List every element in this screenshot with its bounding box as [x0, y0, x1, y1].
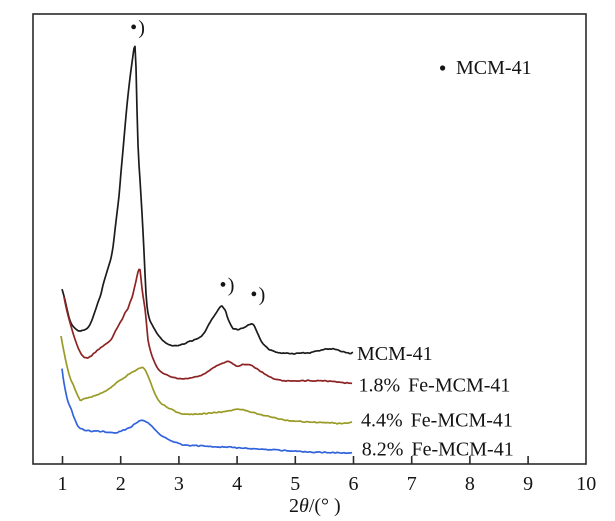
svg-text:1: 1 — [58, 473, 68, 495]
svg-text:1.8% Fe-MCM-41: 1.8% Fe-MCM-41 — [359, 375, 511, 397]
svg-text:4.4% Fe-MCM-41: 4.4% Fe-MCM-41 — [361, 410, 513, 432]
svg-text:4: 4 — [232, 473, 242, 495]
svg-text:MCM-41: MCM-41 — [456, 57, 532, 79]
svg-text:•): •) — [250, 284, 266, 306]
svg-text:10: 10 — [576, 473, 596, 495]
svg-text:8: 8 — [465, 473, 475, 495]
svg-text:2: 2 — [116, 473, 126, 495]
svg-text:6: 6 — [349, 473, 359, 495]
svg-text:9: 9 — [523, 473, 533, 495]
svg-text:•): •) — [130, 17, 146, 39]
svg-text:MCM-41: MCM-41 — [357, 343, 433, 365]
svg-text:5: 5 — [290, 473, 300, 495]
svg-text:3: 3 — [174, 473, 184, 495]
svg-text:8.2% Fe-MCM-41: 8.2% Fe-MCM-41 — [362, 439, 514, 461]
svg-text:7: 7 — [407, 473, 417, 495]
svg-text:2θ/(° ): 2θ/(° ) — [289, 495, 341, 517]
svg-text:•): •) — [220, 275, 236, 297]
